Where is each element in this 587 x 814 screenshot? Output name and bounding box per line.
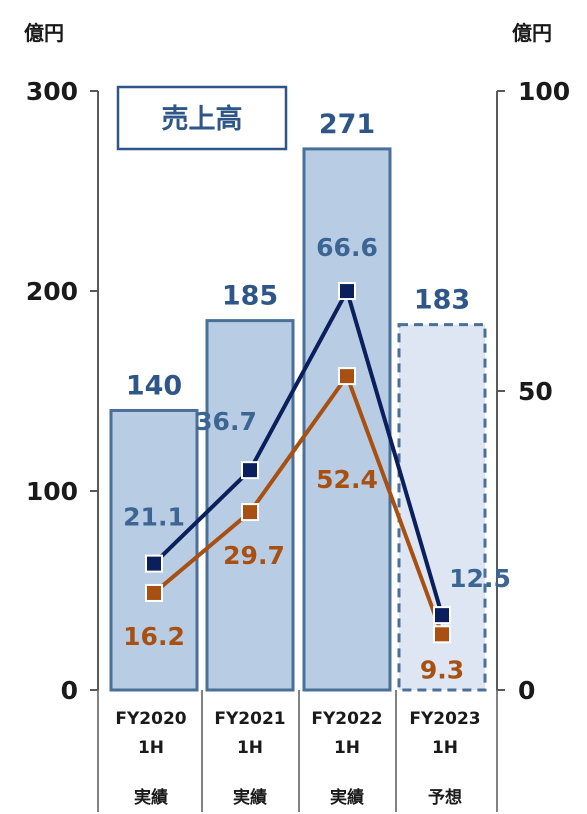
series-2-marker <box>145 583 163 602</box>
series-2-value-label: 29.7 <box>223 541 285 570</box>
series-2-marker <box>338 367 356 386</box>
category-status-label: 予想 <box>428 787 462 808</box>
sales-bar-value-label: 140 <box>126 370 182 401</box>
series-2-marker <box>241 503 259 522</box>
left-tick-label-0: 0 <box>61 676 78 705</box>
left-tick-label-100: 100 <box>26 477 78 506</box>
category-status-label: 実績 <box>233 787 267 808</box>
right-tick-label-100: 100 <box>518 77 570 106</box>
series-1-value-label: 12.5 <box>449 564 511 593</box>
category-half-label: 1H <box>237 738 263 758</box>
category-status-label: 実績 <box>330 787 364 808</box>
series-1-value-label: 21.1 <box>123 503 185 532</box>
right-unit-label: 億円 <box>512 21 552 45</box>
series-2-marker <box>433 625 451 644</box>
category-period-label: FY2023 <box>409 709 480 729</box>
series-line-2 <box>152 374 444 635</box>
series-2-value-label: 16.2 <box>123 622 185 651</box>
left-tick-label-300: 300 <box>26 77 78 106</box>
category-half-label: 1H <box>334 738 360 758</box>
right-tick-label-0: 0 <box>518 676 535 705</box>
series-1-value-label: 66.6 <box>316 233 378 262</box>
category-period-label: FY2022 <box>311 709 382 729</box>
series-1-marker <box>145 554 163 573</box>
series-line-1 <box>152 289 444 616</box>
series-1-marker <box>241 461 259 480</box>
category-period-label: FY2021 <box>214 709 285 729</box>
category-status-label: 実績 <box>134 787 168 808</box>
series-2-value-label: 9.3 <box>420 655 464 684</box>
series-1-marker <box>433 606 451 625</box>
right-tick-label-50: 50 <box>518 377 553 406</box>
category-half-label: 1H <box>138 738 164 758</box>
series-1-marker <box>338 282 356 301</box>
sales-bar-value-label: 183 <box>414 285 470 316</box>
category-half-label: 1H <box>432 738 458 758</box>
series-1-value-label: 36.7 <box>195 407 257 436</box>
legend-label: 売上高 <box>162 103 243 135</box>
left-tick-label-200: 200 <box>26 277 78 306</box>
sales-bar <box>109 408 199 692</box>
category-period-label: FY2020 <box>115 709 186 729</box>
left-unit-label: 億円 <box>24 21 64 45</box>
sales-bar-value-label: 185 <box>222 281 278 312</box>
sales-bar-value-label: 271 <box>319 109 375 140</box>
series-2-value-label: 52.4 <box>316 465 378 494</box>
legend-box <box>116 85 288 151</box>
